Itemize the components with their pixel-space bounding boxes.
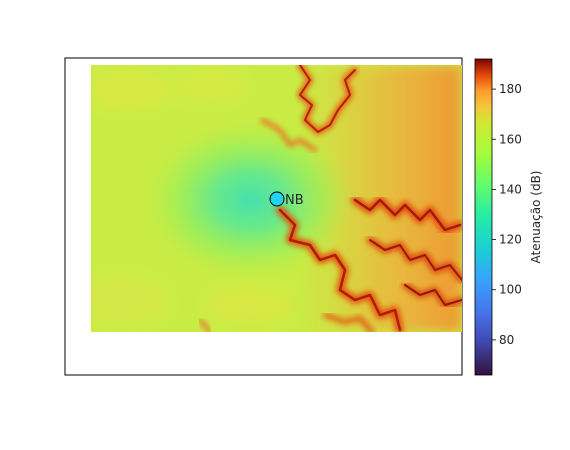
colorbar-tick-label: 160 — [499, 132, 522, 146]
colorbar-tick-label: 100 — [499, 283, 522, 297]
colorbar-tick-label: 180 — [499, 82, 522, 96]
transmitter-marker: NB — [269, 191, 304, 208]
colorbar-tick-label: 80 — [499, 333, 514, 347]
colorbar: 80 100 120 140 160 180 Atenuação (dB) — [474, 58, 543, 376]
colorbar-tick-label: 120 — [499, 233, 522, 247]
colorbar-ticks: 80 100 120 140 160 180 — [492, 82, 522, 347]
ridge-shadows — [198, 65, 462, 332]
heatmap-field — [91, 65, 462, 332]
marker-circle — [269, 191, 285, 207]
colorbar-gradient — [474, 58, 493, 376]
colorbar-tick-label: 140 — [499, 182, 522, 196]
plateau-variation — [91, 67, 295, 325]
colorbar-label: Atenuação (dB) — [529, 171, 543, 264]
marker-label: NB — [285, 193, 304, 208]
